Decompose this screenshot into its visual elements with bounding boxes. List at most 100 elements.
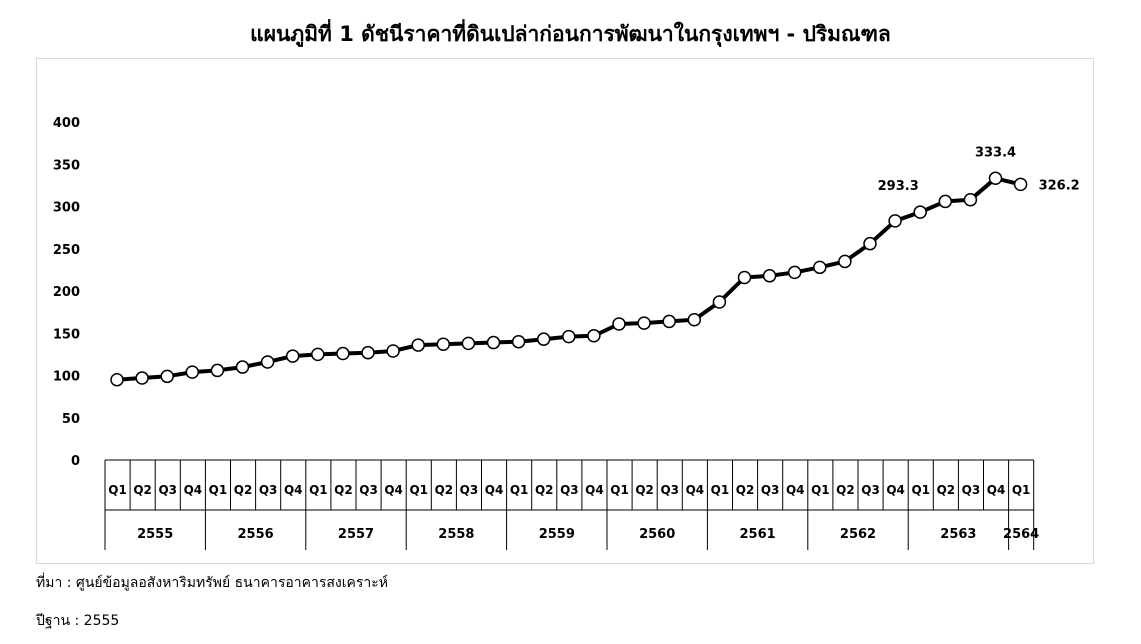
year-label: 2563 bbox=[940, 527, 976, 542]
x-tick-label: Q1 bbox=[711, 483, 730, 497]
x-tick-label: Q1 bbox=[309, 483, 328, 497]
x-tick-label: Q4 bbox=[987, 483, 1006, 497]
year-label: 2559 bbox=[539, 527, 575, 542]
data-point bbox=[587, 329, 601, 343]
year-label: 2555 bbox=[137, 527, 173, 542]
data-point bbox=[210, 363, 225, 378]
data-point bbox=[938, 194, 953, 209]
y-tick-label: 100 bbox=[53, 370, 80, 385]
source-note: ที่มา : ศูนย์ข้อมูลอสังหาริมทรัพย์ ธนาคา… bbox=[36, 575, 389, 591]
x-tick-label: Q3 bbox=[560, 483, 579, 497]
y-axis: 0 50 100 150 200 250 300 350 400 bbox=[53, 116, 80, 469]
x-tick-label: Q4 bbox=[184, 483, 203, 497]
data-label: 293.3 bbox=[878, 179, 919, 194]
x-tick-label: Q3 bbox=[259, 483, 278, 497]
data-point bbox=[361, 345, 375, 360]
x-tick-label: Q2 bbox=[736, 483, 755, 497]
data-point bbox=[436, 337, 451, 351]
x-tick-label: Q2 bbox=[334, 483, 353, 497]
data-point bbox=[913, 205, 927, 219]
data-point bbox=[863, 236, 877, 251]
x-tick-label: Q1 bbox=[610, 483, 629, 497]
data-point bbox=[988, 171, 1003, 186]
y-tick-label: 200 bbox=[53, 285, 80, 300]
x-tick-label: Q1 bbox=[1012, 483, 1031, 497]
data-point bbox=[637, 316, 651, 330]
x-tick-label: Q2 bbox=[234, 483, 253, 497]
x-tick-label: Q1 bbox=[209, 483, 228, 497]
year-label: 2562 bbox=[840, 527, 876, 542]
x-axis: Q1 Q2 Q3 Q4 Q1 Q2 Q3 Q4 Q1 Q2 Q3 Q4 Q1 Q2 Q3 Q4 Q1 Q2 Q3 Q4… bbox=[104, 459, 1039, 550]
data-point bbox=[787, 265, 802, 280]
data-point bbox=[336, 346, 350, 361]
year-label: 2560 bbox=[639, 527, 675, 542]
series-line-group bbox=[110, 171, 1028, 387]
data-point bbox=[185, 365, 200, 379]
y-tick-label: 50 bbox=[62, 412, 80, 427]
data-point bbox=[813, 260, 827, 275]
x-tick-label: Q4 bbox=[786, 483, 805, 497]
data-label: 326.2 bbox=[1039, 178, 1080, 193]
data-point bbox=[712, 295, 727, 309]
x-tick-label: Q3 bbox=[962, 483, 981, 497]
data-point bbox=[235, 360, 250, 374]
y-tick-label: 300 bbox=[53, 201, 80, 216]
data-point bbox=[511, 334, 526, 349]
x-tick-label: Q4 bbox=[585, 483, 604, 497]
year-label: 2561 bbox=[740, 527, 776, 542]
x-tick-label: Q4 bbox=[485, 483, 504, 497]
data-point bbox=[411, 338, 425, 352]
data-label: 333.4 bbox=[975, 145, 1016, 160]
data-point bbox=[110, 372, 124, 387]
year-label: 2557 bbox=[338, 527, 374, 542]
data-labels-group: 293.3 333.4 326.2 bbox=[878, 145, 1080, 194]
x-tick-label: Q4 bbox=[886, 483, 905, 497]
plot-area-frame bbox=[36, 58, 1094, 564]
data-point bbox=[612, 317, 626, 331]
year-label: 2564 bbox=[1003, 527, 1039, 542]
data-point bbox=[285, 349, 300, 363]
data-point bbox=[260, 355, 275, 369]
y-tick-label: 0 bbox=[71, 454, 80, 469]
x-tick-label: Q1 bbox=[510, 483, 529, 497]
x-tick-label: Q2 bbox=[133, 483, 152, 497]
x-tick-label: Q1 bbox=[108, 483, 127, 497]
y-tick-label: 250 bbox=[53, 243, 80, 258]
data-point bbox=[536, 332, 551, 346]
data-point bbox=[486, 335, 501, 350]
data-point bbox=[687, 312, 702, 327]
data-point bbox=[160, 369, 174, 384]
x-tick-label: Q1 bbox=[409, 483, 428, 497]
x-tick-label: Q2 bbox=[435, 483, 454, 497]
data-point bbox=[135, 371, 149, 385]
data-point bbox=[461, 336, 476, 351]
data-point bbox=[737, 270, 752, 285]
x-tick-label: Q3 bbox=[660, 483, 679, 497]
x-tick-label: Q3 bbox=[359, 483, 378, 497]
data-point bbox=[762, 269, 777, 283]
x-tick-label: Q3 bbox=[460, 483, 479, 497]
year-label: 2558 bbox=[438, 527, 474, 542]
year-label: 2556 bbox=[238, 527, 274, 542]
x-tick-label: Q2 bbox=[836, 483, 855, 497]
data-point bbox=[311, 347, 325, 362]
x-tick-label: Q1 bbox=[911, 483, 930, 497]
x-tick-label: Q3 bbox=[761, 483, 780, 497]
y-tick-label: 350 bbox=[53, 158, 80, 173]
data-point bbox=[888, 214, 902, 228]
x-tick-label: Q3 bbox=[158, 483, 177, 497]
data-point bbox=[562, 329, 576, 344]
x-tick-label: Q3 bbox=[861, 483, 880, 497]
data-point bbox=[386, 344, 400, 358]
x-tick-label: Q2 bbox=[937, 483, 956, 497]
x-tick-label: Q2 bbox=[635, 483, 654, 497]
base-year-note: ปีฐาน : 2555 bbox=[36, 613, 120, 629]
series-line bbox=[116, 176, 1022, 382]
chart-title: แผนภูมิที่ 1 ดัชนีราคาที่ดินเปล่าก่อนการ… bbox=[250, 22, 891, 46]
x-tick-label: Q4 bbox=[384, 483, 403, 497]
x-tick-label: Q1 bbox=[811, 483, 830, 497]
x-tick-label: Q4 bbox=[284, 483, 303, 497]
data-point bbox=[963, 192, 978, 207]
data-point bbox=[662, 314, 676, 329]
